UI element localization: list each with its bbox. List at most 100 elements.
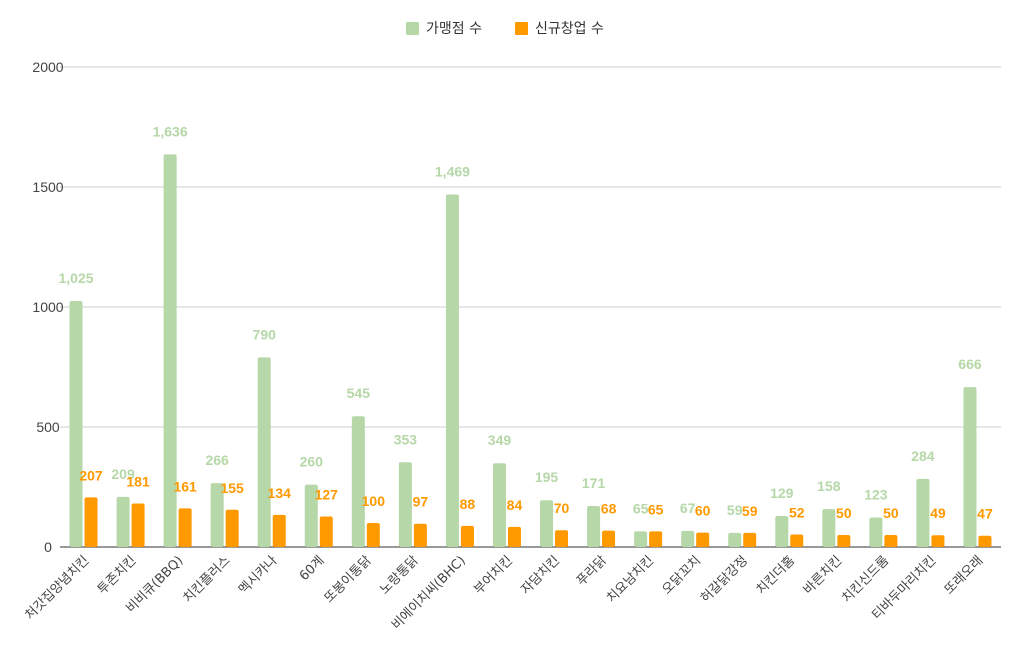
bar-series-1: [492, 463, 506, 547]
data-label-series-2: 127: [315, 487, 339, 503]
x-tick-label: 처갓집양념치킨: [23, 553, 93, 623]
data-label-series-1: 129: [770, 485, 794, 501]
data-label-series-1: 1,025: [59, 270, 94, 286]
bar-series-2: [225, 509, 239, 547]
y-tick-label: 0: [44, 539, 52, 555]
data-label-series-2: 155: [220, 480, 244, 496]
data-label-series-2: 88: [460, 496, 476, 512]
bar-series-2: [366, 523, 380, 547]
bar-series-1: [445, 194, 459, 547]
bar-series-1: [869, 517, 883, 547]
x-tick-label: 또봉이통닭: [322, 553, 375, 606]
bar-series-2: [978, 535, 992, 547]
data-label-series-2: 84: [507, 497, 523, 513]
data-label-series-1: 349: [488, 432, 512, 448]
legend-label-series-2: 신규창업 수: [535, 21, 604, 37]
legend-label-series-1: 가맹점 수: [426, 21, 482, 37]
bar-series-1: [398, 462, 412, 547]
bar-series-1: [728, 532, 742, 547]
x-tick-label: 치요남치킨: [604, 553, 657, 606]
bar-series-1: [540, 500, 554, 547]
x-tick-label: 허갈닭강정: [698, 553, 751, 606]
bar-series-1: [163, 154, 177, 548]
data-label-series-2: 60: [695, 503, 711, 519]
data-label-series-1: 1,469: [435, 163, 470, 179]
data-label-series-2: 134: [268, 485, 292, 501]
bar-series-2: [555, 530, 569, 547]
bar-series-2: [790, 534, 804, 547]
data-label-series-1: 67: [680, 500, 696, 516]
bar-series-1: [304, 484, 318, 547]
data-label-series-1: 65: [633, 500, 649, 516]
data-label-series-1: 1,636: [153, 123, 188, 139]
y-tick-label: 500: [36, 419, 60, 435]
bar-series-2: [837, 535, 851, 547]
bar-series-2: [460, 525, 474, 547]
data-label-series-2: 47: [977, 506, 993, 522]
x-tick-label: 60계: [297, 553, 328, 584]
bar-series-2: [131, 503, 145, 547]
data-label-series-2: 181: [126, 474, 150, 490]
x-tick-label: 치킨더홈: [754, 553, 798, 597]
data-label-series-2: 52: [789, 505, 805, 521]
data-label-series-1: 209: [111, 466, 135, 482]
data-label-series-2: 100: [362, 493, 386, 509]
bar-series-1: [916, 478, 930, 547]
bar-series-1: [116, 496, 130, 547]
x-tick-label: 푸라닭: [574, 553, 610, 589]
x-tick-label: 치킨플러스: [181, 553, 234, 606]
data-label-series-2: 70: [554, 500, 570, 516]
bar-series-2: [272, 514, 286, 547]
data-label-series-1: 545: [347, 385, 371, 401]
data-label-series-1: 59: [727, 502, 743, 518]
data-label-series-2: 207: [79, 467, 103, 483]
bar-series-1: [257, 357, 271, 547]
data-label-series-2: 50: [836, 505, 852, 521]
data-label-series-1: 158: [817, 478, 841, 494]
bar-series-2: [602, 530, 616, 547]
bar-series-2: [507, 526, 521, 547]
data-label-series-2: 68: [601, 501, 617, 517]
gridlines: [60, 66, 1001, 548]
x-tick-label: 오닭꼬치: [660, 553, 704, 597]
y-axis-ticks: 0 500 1000 1500 2000: [32, 59, 63, 555]
x-tick-label: 투존치킨: [95, 553, 139, 597]
bar-series-1: [210, 483, 224, 547]
x-tick-label: 또래오래: [942, 553, 986, 597]
bar-series-2: [649, 531, 663, 547]
bar-series-2: [319, 516, 333, 547]
data-label-series-2: 59: [742, 503, 758, 519]
legend-swatch-series-2: [515, 22, 528, 35]
data-label-series-2: 161: [173, 478, 197, 494]
data-label-series-1: 284: [911, 448, 935, 464]
y-tick-label: 2000: [32, 59, 63, 75]
y-tick-label: 1500: [32, 179, 63, 195]
data-label-series-2: 49: [930, 505, 946, 521]
bar-series-1: [775, 516, 789, 547]
legend[interactable]: 가맹점 수 신규창업 수: [406, 21, 604, 37]
bar-series-1: [634, 531, 648, 547]
bar-series-1: [681, 530, 695, 547]
bar-series-2: [413, 523, 427, 547]
bar-series-1: [822, 509, 836, 547]
x-tick-label: 노랑통닭: [377, 553, 421, 597]
data-label-series-1: 195: [535, 469, 559, 485]
x-tick-label: 바른치킨: [801, 553, 845, 597]
x-tick-label: 멕시카나: [236, 553, 280, 597]
data-label-series-1: 666: [958, 356, 982, 372]
bar-series-2: [178, 508, 192, 547]
data-label-series-1: 790: [253, 326, 277, 342]
data-label-series-2: 97: [413, 494, 429, 510]
y-tick-label: 1000: [32, 299, 63, 315]
bar-series-1: [69, 301, 83, 547]
bar-series-1: [587, 505, 601, 547]
bar-series-2: [696, 532, 710, 547]
data-label-series-2: 65: [648, 501, 664, 517]
bar-series-2: [884, 535, 898, 547]
legend-swatch-series-1: [406, 22, 419, 35]
bar-series-1: [351, 416, 365, 547]
